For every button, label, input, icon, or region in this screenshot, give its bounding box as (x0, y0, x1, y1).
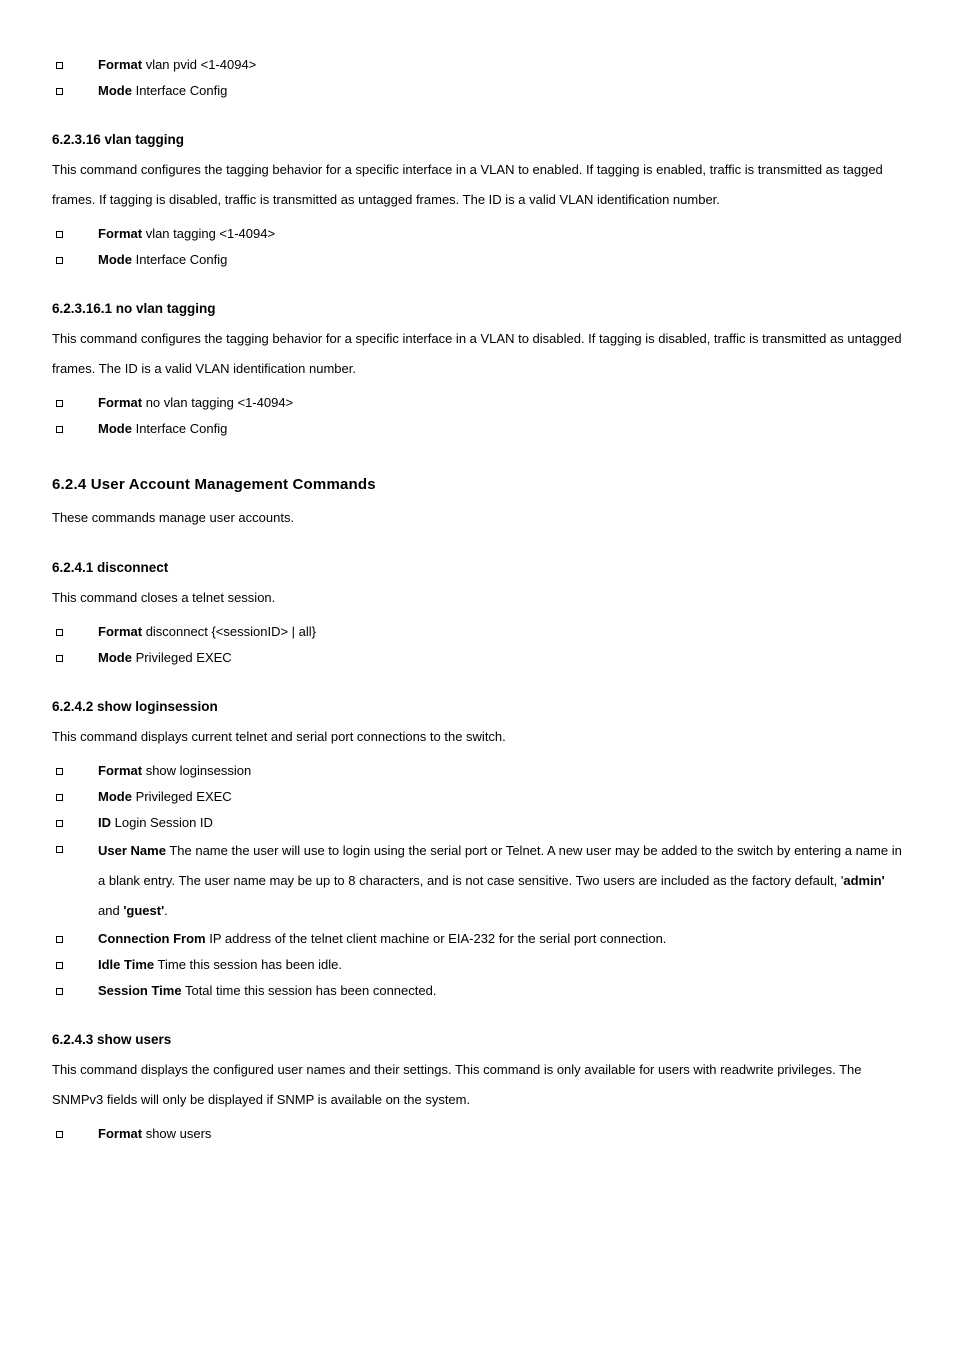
document-page: Format vlan pvid <1-4094> Mode Interface… (0, 0, 954, 1193)
field-value-format: show users (146, 1126, 212, 1141)
vlan-pvid-bullets: Format vlan pvid <1-4094> Mode Interface… (52, 52, 902, 104)
bullet-idle: Idle Time Time this session has been idl… (52, 952, 902, 978)
vlan-tagging-bullets: Format vlan tagging <1-4094> Mode Interf… (52, 221, 902, 273)
bullet-id: ID Login Session ID (52, 810, 902, 836)
bullet-format: Format show loginsession (52, 758, 902, 784)
field-value-format: no vlan tagging <1-4094> (146, 395, 293, 410)
show-users-bullets: Format show users (52, 1121, 902, 1147)
field-label-id: ID (98, 815, 111, 830)
heading-disconnect: 6.2.4.1 disconnect (52, 560, 902, 575)
text-show-loginsession: This command displays current telnet and… (52, 722, 902, 752)
bullet-format: Format disconnect {<sessionID> | all} (52, 619, 902, 645)
field-value-format: disconnect {<sessionID> | all} (146, 624, 316, 639)
field-label-mode: Mode (98, 421, 132, 436)
field-value-mode: Interface Config (136, 83, 228, 98)
field-value-connfrom: IP address of the telnet client machine … (209, 931, 666, 946)
bullet-mode: Mode Privileged EXEC (52, 645, 902, 671)
field-value-idle: Time this session has been idle. (158, 957, 343, 972)
field-value-mode: Privileged EXEC (136, 650, 232, 665)
field-label-mode: Mode (98, 650, 132, 665)
field-label-mode: Mode (98, 252, 132, 267)
field-label-format: Format (98, 226, 142, 241)
bullet-session: Session Time Total time this session has… (52, 978, 902, 1004)
heading-show-loginsession: 6.2.4.2 show loginsession (52, 699, 902, 714)
bullet-mode: Mode Privileged EXEC (52, 784, 902, 810)
disconnect-bullets: Format disconnect {<sessionID> | all} Mo… (52, 619, 902, 671)
field-label-format: Format (98, 763, 142, 778)
field-text-username-after: . (164, 903, 168, 918)
bullet-connfrom: Connection From IP address of the telnet… (52, 926, 902, 952)
bullet-format: Format no vlan tagging <1-4094> (52, 390, 902, 416)
username-connector: and (98, 903, 123, 918)
field-value-format: vlan pvid <1-4094> (146, 57, 257, 72)
heading-user-accounts: 6.2.4 User Account Management Commands (52, 476, 902, 493)
field-label-format: Format (98, 624, 142, 639)
field-label-format: Format (98, 1126, 142, 1141)
field-value-session: Total time this session has been connect… (185, 983, 436, 998)
field-label-session: Session Time (98, 983, 182, 998)
heading-vlan-tagging: 6.2.3.16 vlan tagging (52, 132, 902, 147)
field-label-idle: Idle Time (98, 957, 154, 972)
text-vlan-tagging: This command configures the tagging beha… (52, 155, 902, 215)
bullet-username: User Name The name the user will use to … (52, 836, 902, 926)
text-disconnect: This command closes a telnet session. (52, 583, 902, 613)
heading-show-users: 6.2.4.3 show users (52, 1032, 902, 1047)
field-value-mode: Privileged EXEC (136, 789, 232, 804)
text-user-accounts: These commands manage user accounts. (52, 503, 902, 533)
field-text-username-before: The name the user will use to login usin… (98, 843, 902, 888)
bullet-format: Format show users (52, 1121, 902, 1147)
default-user-2: 'guest' (123, 903, 164, 918)
bullet-mode: Mode Interface Config (52, 78, 902, 104)
field-value-mode: Interface Config (136, 252, 228, 267)
default-user-1: admin' (843, 873, 884, 888)
field-label-username: User Name (98, 843, 166, 858)
field-label-mode: Mode (98, 789, 132, 804)
heading-no-vlan-tagging: 6.2.3.16.1 no vlan tagging (52, 301, 902, 316)
field-value-format: show loginsession (146, 763, 252, 778)
field-value-mode: Interface Config (136, 421, 228, 436)
field-label-mode: Mode (98, 83, 132, 98)
show-loginsession-bullets: Format show loginsession Mode Privileged… (52, 758, 902, 1004)
field-label-format: Format (98, 395, 142, 410)
field-value-format: vlan tagging <1-4094> (146, 226, 275, 241)
bullet-mode: Mode Interface Config (52, 416, 902, 442)
field-value-id: Login Session ID (115, 815, 213, 830)
text-show-users: This command displays the configured use… (52, 1055, 902, 1115)
bullet-mode: Mode Interface Config (52, 247, 902, 273)
no-vlan-tagging-bullets: Format no vlan tagging <1-4094> Mode Int… (52, 390, 902, 442)
field-label-connfrom: Connection From (98, 931, 206, 946)
bullet-format: Format vlan tagging <1-4094> (52, 221, 902, 247)
field-label-format: Format (98, 57, 142, 72)
bullet-format: Format vlan pvid <1-4094> (52, 52, 902, 78)
text-no-vlan-tagging: This command configures the tagging beha… (52, 324, 902, 384)
